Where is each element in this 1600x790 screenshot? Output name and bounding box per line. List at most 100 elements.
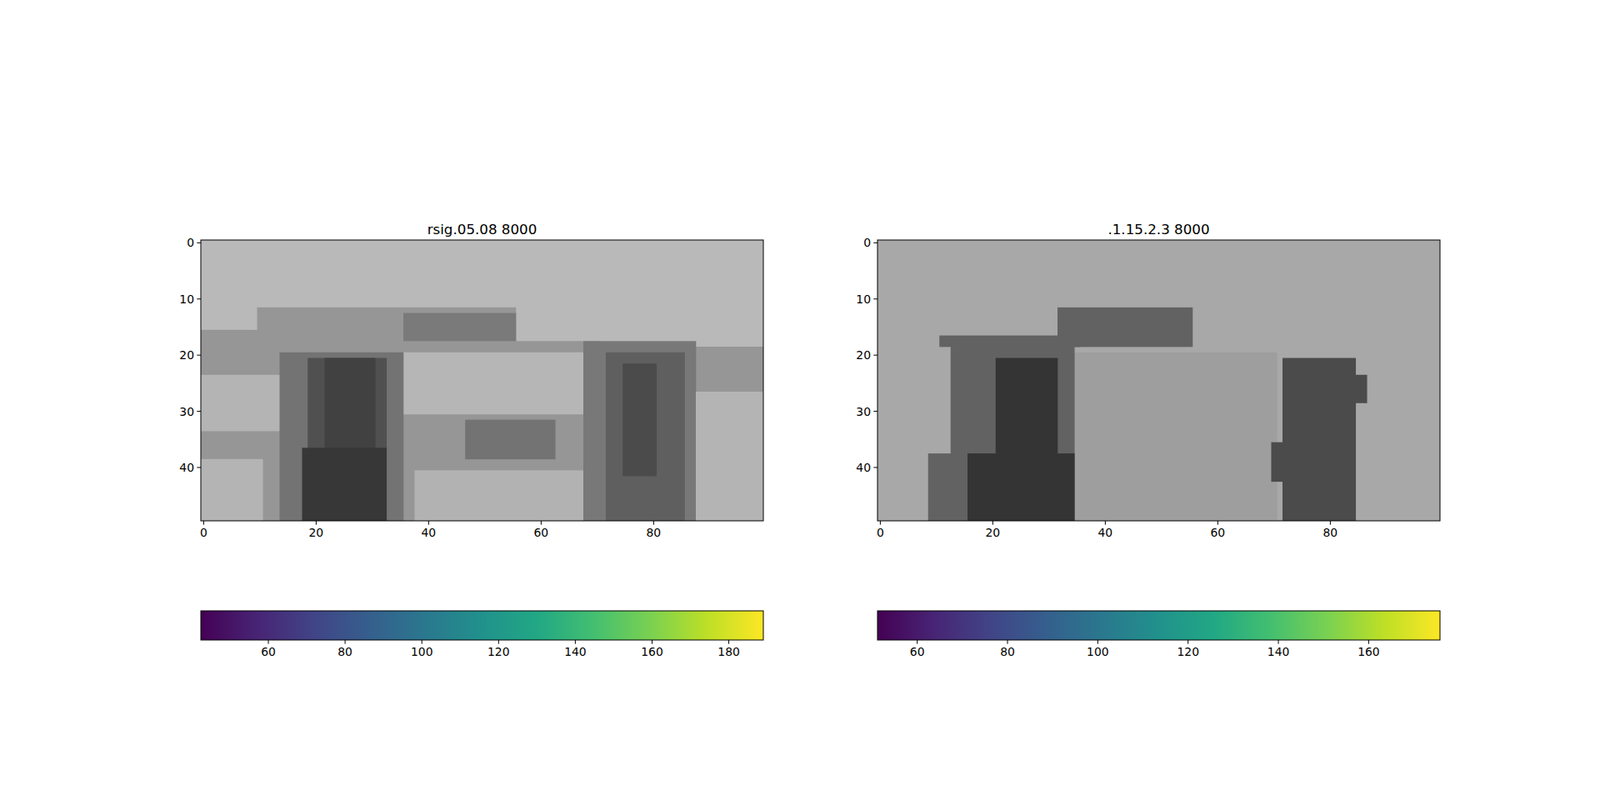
colorbar <box>200 610 764 640</box>
colorbar-tick-label: 100 <box>410 645 434 659</box>
region <box>200 459 264 521</box>
region <box>939 335 1080 348</box>
y-tick-label: 0 <box>863 235 871 250</box>
colorbar-tick-label: 160 <box>1357 645 1380 659</box>
y-tick-label: 10 <box>179 292 195 306</box>
y-tick-label: 40 <box>179 460 195 475</box>
y-tick <box>196 242 201 244</box>
colorbar-tick <box>1278 640 1280 645</box>
colorbar-tick-label: 60 <box>260 645 276 659</box>
cells <box>877 240 1440 521</box>
cells <box>200 240 764 521</box>
colorbar-tick-label: 140 <box>564 645 587 659</box>
x-tick-label: 40 <box>421 525 437 540</box>
colorbar-tick <box>1007 640 1009 645</box>
x-tick <box>992 520 994 525</box>
region <box>1271 442 1290 482</box>
x-tick-label: 20 <box>309 525 325 540</box>
colorbar-tick <box>1368 640 1370 645</box>
x-tick <box>1330 520 1331 525</box>
x-tick-label: 80 <box>646 525 662 540</box>
colorbar-tick-label: 120 <box>487 645 510 659</box>
colorbar-tick <box>651 640 653 645</box>
colorbar-tick <box>1187 640 1189 645</box>
colorbar-tick-label: 120 <box>1176 645 1200 659</box>
x-tick-label: 80 <box>1323 525 1339 540</box>
colorbar <box>877 610 1440 640</box>
y-tick <box>873 355 878 356</box>
y-tick-label: 30 <box>179 405 195 419</box>
colorbar-tick <box>345 640 346 645</box>
region <box>200 346 432 521</box>
region <box>950 346 1075 521</box>
y-tick-label: 20 <box>179 348 195 362</box>
x-tick-label: 60 <box>1210 525 1226 540</box>
x-tick <box>428 520 430 525</box>
y-tick-label: 30 <box>855 405 871 419</box>
colorbar-tick <box>268 640 270 645</box>
colorbar-tick-label: 140 <box>1267 645 1290 659</box>
region <box>685 346 765 392</box>
colorbar-tick <box>728 640 730 645</box>
heatmap-panel: 0 20 40 60 80 0 10 20 30 40 rsig.05.08 8000 60 80 100… <box>179 220 764 659</box>
y-tick <box>873 410 878 412</box>
y-tick <box>873 242 878 244</box>
region <box>200 240 764 521</box>
heatmap-panel: 0 20 40 60 80 0 10 20 30 40 .1.15.2.3 8000 60 80 100 1… <box>855 220 1440 659</box>
region <box>302 447 388 521</box>
region <box>583 340 696 521</box>
y-tick <box>196 298 201 300</box>
x-tick <box>1217 520 1219 525</box>
y-tick-label: 20 <box>855 348 871 362</box>
x-tick <box>315 520 317 525</box>
y-tick <box>196 410 201 412</box>
region <box>995 358 1059 455</box>
colorbar-tick-label: 100 <box>1086 645 1110 659</box>
y-tick <box>196 355 201 356</box>
x-tick <box>880 520 881 525</box>
region <box>967 453 1075 521</box>
y-tick <box>196 466 201 468</box>
region <box>1069 352 1278 521</box>
colorbar-tick-label: 160 <box>640 645 664 659</box>
x-tick <box>540 520 542 525</box>
title: .1.15.2.3 8000 <box>1107 220 1210 238</box>
x-tick-label: 20 <box>985 525 1001 540</box>
region <box>622 363 657 476</box>
region <box>465 420 555 460</box>
y-tick-label: 0 <box>186 235 195 250</box>
colorbar-tick-label: 60 <box>910 645 925 659</box>
region <box>415 470 590 521</box>
x-tick <box>1105 520 1106 525</box>
y-tick-label: 10 <box>855 292 871 306</box>
region <box>325 358 376 455</box>
figure: 020406080010203040rsig.05.08 80006080100… <box>0 0 1600 790</box>
colorbar-tick-label: 80 <box>337 645 353 659</box>
x-tick-label: 40 <box>1098 525 1114 540</box>
region <box>403 352 590 415</box>
x-tick-label: 0 <box>200 525 208 540</box>
colorbar-tick <box>421 640 423 645</box>
frame <box>877 240 1440 521</box>
region <box>280 352 405 521</box>
y-tick <box>873 298 878 300</box>
title: rsig.05.08 8000 <box>427 220 538 238</box>
colorbar-tick-label: 80 <box>1000 645 1015 659</box>
y-tick-label: 40 <box>855 460 871 475</box>
x-tick-label: 60 <box>534 525 550 540</box>
region <box>397 340 600 521</box>
region <box>1350 375 1368 404</box>
region <box>877 240 1440 521</box>
x-tick <box>203 520 205 525</box>
frame <box>200 240 764 521</box>
colorbar-tick <box>1097 640 1099 645</box>
x-tick <box>653 520 655 525</box>
x-tick-label: 0 <box>876 525 885 540</box>
region <box>928 453 974 521</box>
region <box>695 391 764 521</box>
colorbar-tick <box>575 640 576 645</box>
colorbar-tick <box>916 640 918 645</box>
y-tick <box>873 466 878 468</box>
colorbar-tick-label: 180 <box>717 645 740 659</box>
colorbar-tick <box>498 640 500 645</box>
